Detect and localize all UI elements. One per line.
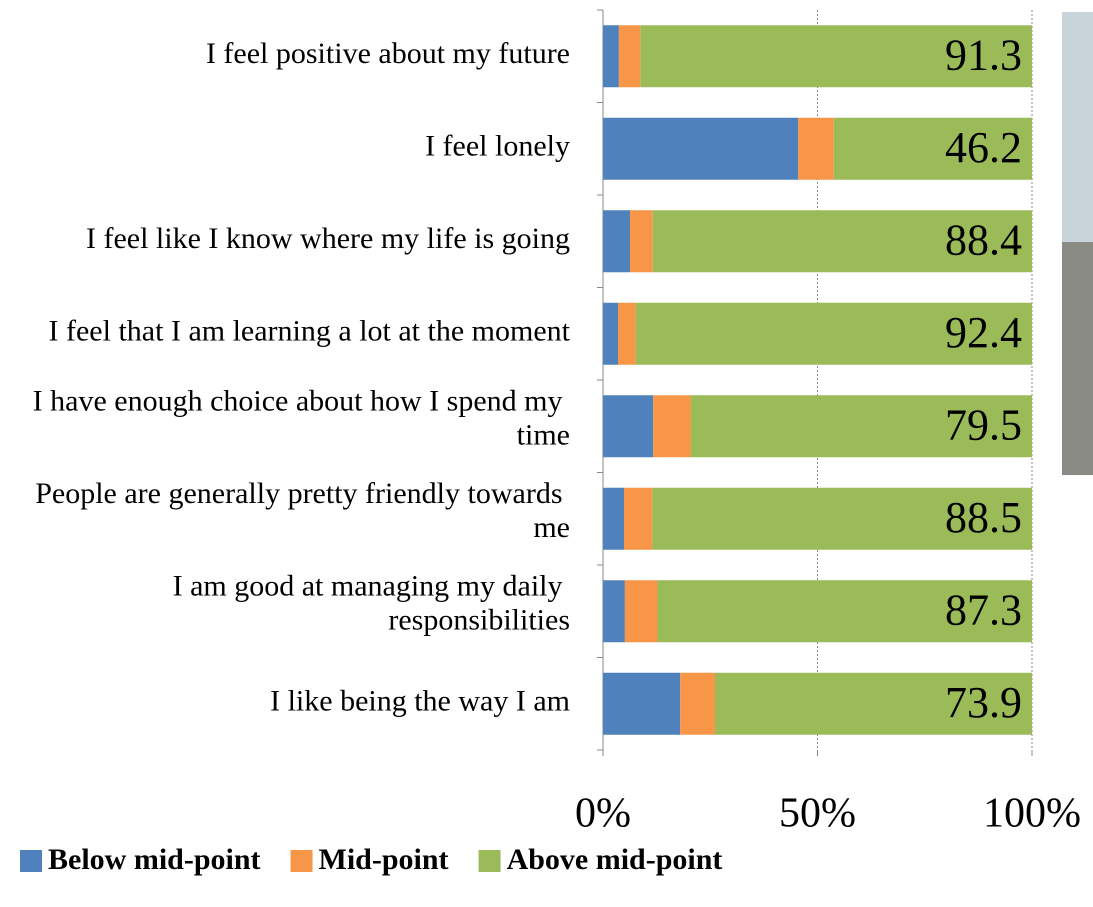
bar-segment (603, 118, 798, 180)
data-label: 79.5 (945, 400, 1022, 449)
bar-segment (603, 580, 625, 642)
x-tick-label: 0% (575, 791, 631, 837)
legend-label: Below mid-point (48, 843, 261, 876)
data-label: 87.3 (945, 585, 1022, 634)
bar-segment (603, 303, 618, 365)
bar-segment (624, 488, 652, 550)
bar-segment (653, 395, 691, 457)
x-tick-label: 50% (779, 791, 856, 837)
bar-segment (625, 580, 658, 642)
bar-segment (619, 25, 640, 87)
data-label: 73.9 (945, 678, 1022, 727)
legend-swatch (291, 850, 313, 872)
bar-segment (798, 118, 834, 180)
legend-label: Above mid-point (507, 843, 723, 876)
data-label: 92.4 (945, 308, 1022, 357)
bar-segment (603, 395, 653, 457)
legend-label: Mid-point (319, 843, 449, 876)
y-tick-label: I have enough choice about how I spend m… (33, 384, 570, 451)
bar-segment (603, 673, 680, 735)
data-label: 88.4 (945, 215, 1022, 264)
chart: 0% 50% 100% I feel positive about my future… (0, 0, 1093, 907)
bar-segment (680, 673, 715, 735)
bar-segment (603, 488, 624, 550)
data-label: 46.2 (945, 123, 1022, 172)
photo-sky (1062, 12, 1093, 242)
y-tick-label: I feel like I know where my life is goin… (86, 222, 570, 255)
data-label: 91.3 (945, 30, 1022, 79)
bar-segment (618, 303, 636, 365)
y-tick-label: I like being the way I am (270, 685, 570, 718)
y-tick-label: I feel lonely (425, 130, 570, 163)
legend-swatch (479, 850, 501, 872)
bar-segment (630, 210, 653, 272)
legend-swatch (20, 850, 42, 872)
bar-segment (603, 210, 630, 272)
bar-segment (603, 25, 619, 87)
y-tick-label: I feel positive about my future (206, 37, 570, 70)
data-label: 88.5 (945, 493, 1022, 542)
x-tick-label: 100% (983, 791, 1081, 837)
y-tick-label: People are generally pretty friendly tow… (35, 477, 570, 544)
y-tick-label: I am good at managing my daily responsib… (173, 569, 570, 636)
y-tick-label: I feel that I am learning a lot at the m… (49, 315, 571, 348)
